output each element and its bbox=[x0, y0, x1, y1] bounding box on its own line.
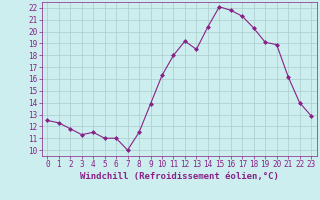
X-axis label: Windchill (Refroidissement éolien,°C): Windchill (Refroidissement éolien,°C) bbox=[80, 172, 279, 181]
